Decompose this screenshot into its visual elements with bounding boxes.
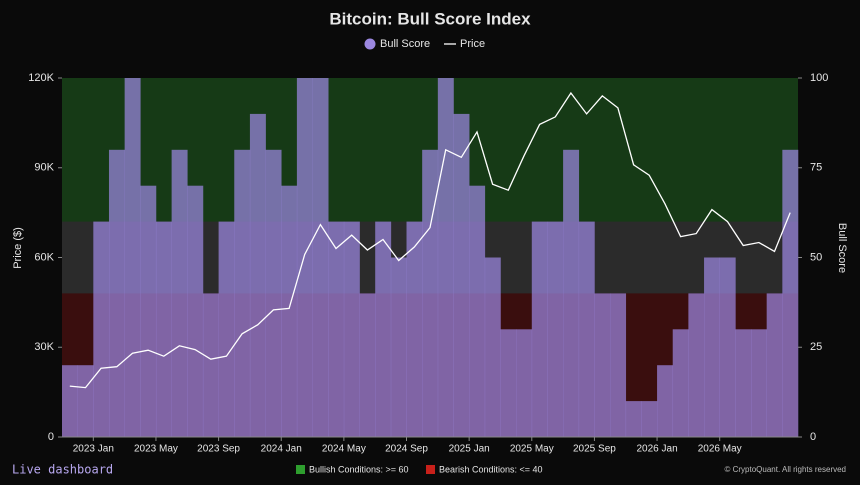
bull-score-bar — [249, 113, 266, 438]
bull-score-bar — [453, 113, 470, 438]
chart-title: Bitcoin: Bull Score Index — [329, 9, 531, 28]
bull-score-bar — [500, 329, 517, 437]
bull-score-bar — [516, 329, 533, 437]
x-tick-label: 2024 Sep — [385, 444, 428, 455]
x-tick-label: 2024 May — [322, 444, 366, 455]
y2-tick-label: 0 — [810, 431, 816, 443]
y-tick-label: 90K — [34, 162, 54, 174]
x-tick-label: 2025 Jan — [449, 444, 490, 455]
y2-tick-label: 75 — [810, 162, 822, 174]
bull-score-bar — [578, 221, 595, 437]
y2-tick-label: 50 — [810, 251, 822, 263]
bull-score-bar — [187, 185, 204, 437]
credit: © CryptoQuant. All rights reserved — [725, 465, 847, 474]
x-tick-label: 2023 May — [134, 444, 178, 455]
bull-score-bar — [735, 329, 752, 437]
x-tick-label: 2025 Sep — [573, 444, 616, 455]
bull-score-bar — [265, 149, 282, 438]
bull-score-bar — [751, 329, 767, 437]
y2-tick-label: 100 — [810, 72, 828, 84]
bull-score-bar — [704, 257, 721, 437]
bull-score-bar — [171, 149, 188, 438]
price-line — [69, 91, 791, 389]
x-tick-label: 2026 Jan — [636, 444, 677, 455]
bull-score-bar — [108, 149, 125, 438]
bull-score-bar — [328, 221, 345, 437]
bull-score-bar — [234, 149, 251, 438]
bull-score-bar — [77, 365, 94, 437]
legend-label: Price — [460, 38, 485, 50]
bull-score-bar — [531, 221, 548, 437]
bull-score-bar — [782, 149, 799, 438]
y-tick-label: 30K — [34, 341, 54, 353]
bull-score-bar — [766, 293, 783, 437]
bull-score-bar — [422, 149, 439, 438]
bull-score-bar — [688, 293, 705, 437]
bull-score-bar — [563, 149, 580, 438]
x-tick-label: 2025 May — [510, 444, 554, 455]
bull-score-bar — [343, 221, 360, 437]
bull-score-bar — [281, 185, 298, 437]
bull-score-bar — [610, 293, 627, 437]
bull-score-bar — [359, 293, 376, 437]
bull-score-bar — [312, 78, 329, 437]
y-axis-label: Price ($) — [12, 227, 24, 269]
bull-score-bar — [469, 185, 486, 437]
x-tick-label: 2024 Jan — [261, 444, 302, 455]
y-tick-label: 0 — [48, 431, 54, 443]
y-tick-label: 60K — [34, 251, 54, 263]
bull-score-bar — [641, 401, 658, 437]
bull-score-bar — [140, 185, 157, 437]
bull-score-bar — [657, 365, 674, 437]
band-legend-swatch — [426, 465, 435, 474]
legend-marker — [364, 38, 376, 50]
bull-score-bar — [594, 293, 611, 437]
bull-score-bar — [202, 293, 219, 437]
bull-score-bar — [93, 221, 110, 437]
band-legend-swatch — [296, 465, 305, 474]
y-tick-label: 120K — [28, 72, 54, 84]
x-tick-label: 2023 Jan — [73, 444, 114, 455]
y2-tick-label: 25 — [810, 341, 822, 353]
bull-score-bar — [390, 257, 407, 437]
bull-score-bar — [124, 78, 141, 437]
bull-score-bar — [62, 365, 78, 437]
legend-label: Bull Score — [380, 38, 430, 50]
bull-score-bar — [437, 78, 454, 437]
bull-score-bar — [484, 257, 501, 437]
bull-score-bar — [155, 221, 172, 437]
x-tick-label: 2026 May — [698, 444, 742, 455]
bull-score-bar — [672, 329, 689, 437]
bull-score-bar — [406, 221, 423, 437]
band-legend-label: Bearish Conditions: <= 40 — [439, 464, 543, 474]
band-legend-label: Bullish Conditions: >= 60 — [309, 464, 409, 474]
y2-axis-label: Bull Score — [836, 223, 848, 273]
x-tick-label: 2023 Sep — [197, 444, 240, 455]
bull-score-bar — [625, 401, 642, 437]
bull-score-bar — [296, 78, 313, 437]
live-dashboard-link[interactable]: Live dashboard — [12, 463, 113, 477]
bull-score-bar — [375, 221, 392, 437]
bull-score-bar — [547, 221, 564, 437]
bull-score-bar — [218, 221, 235, 437]
bull-score-bar — [719, 257, 736, 437]
